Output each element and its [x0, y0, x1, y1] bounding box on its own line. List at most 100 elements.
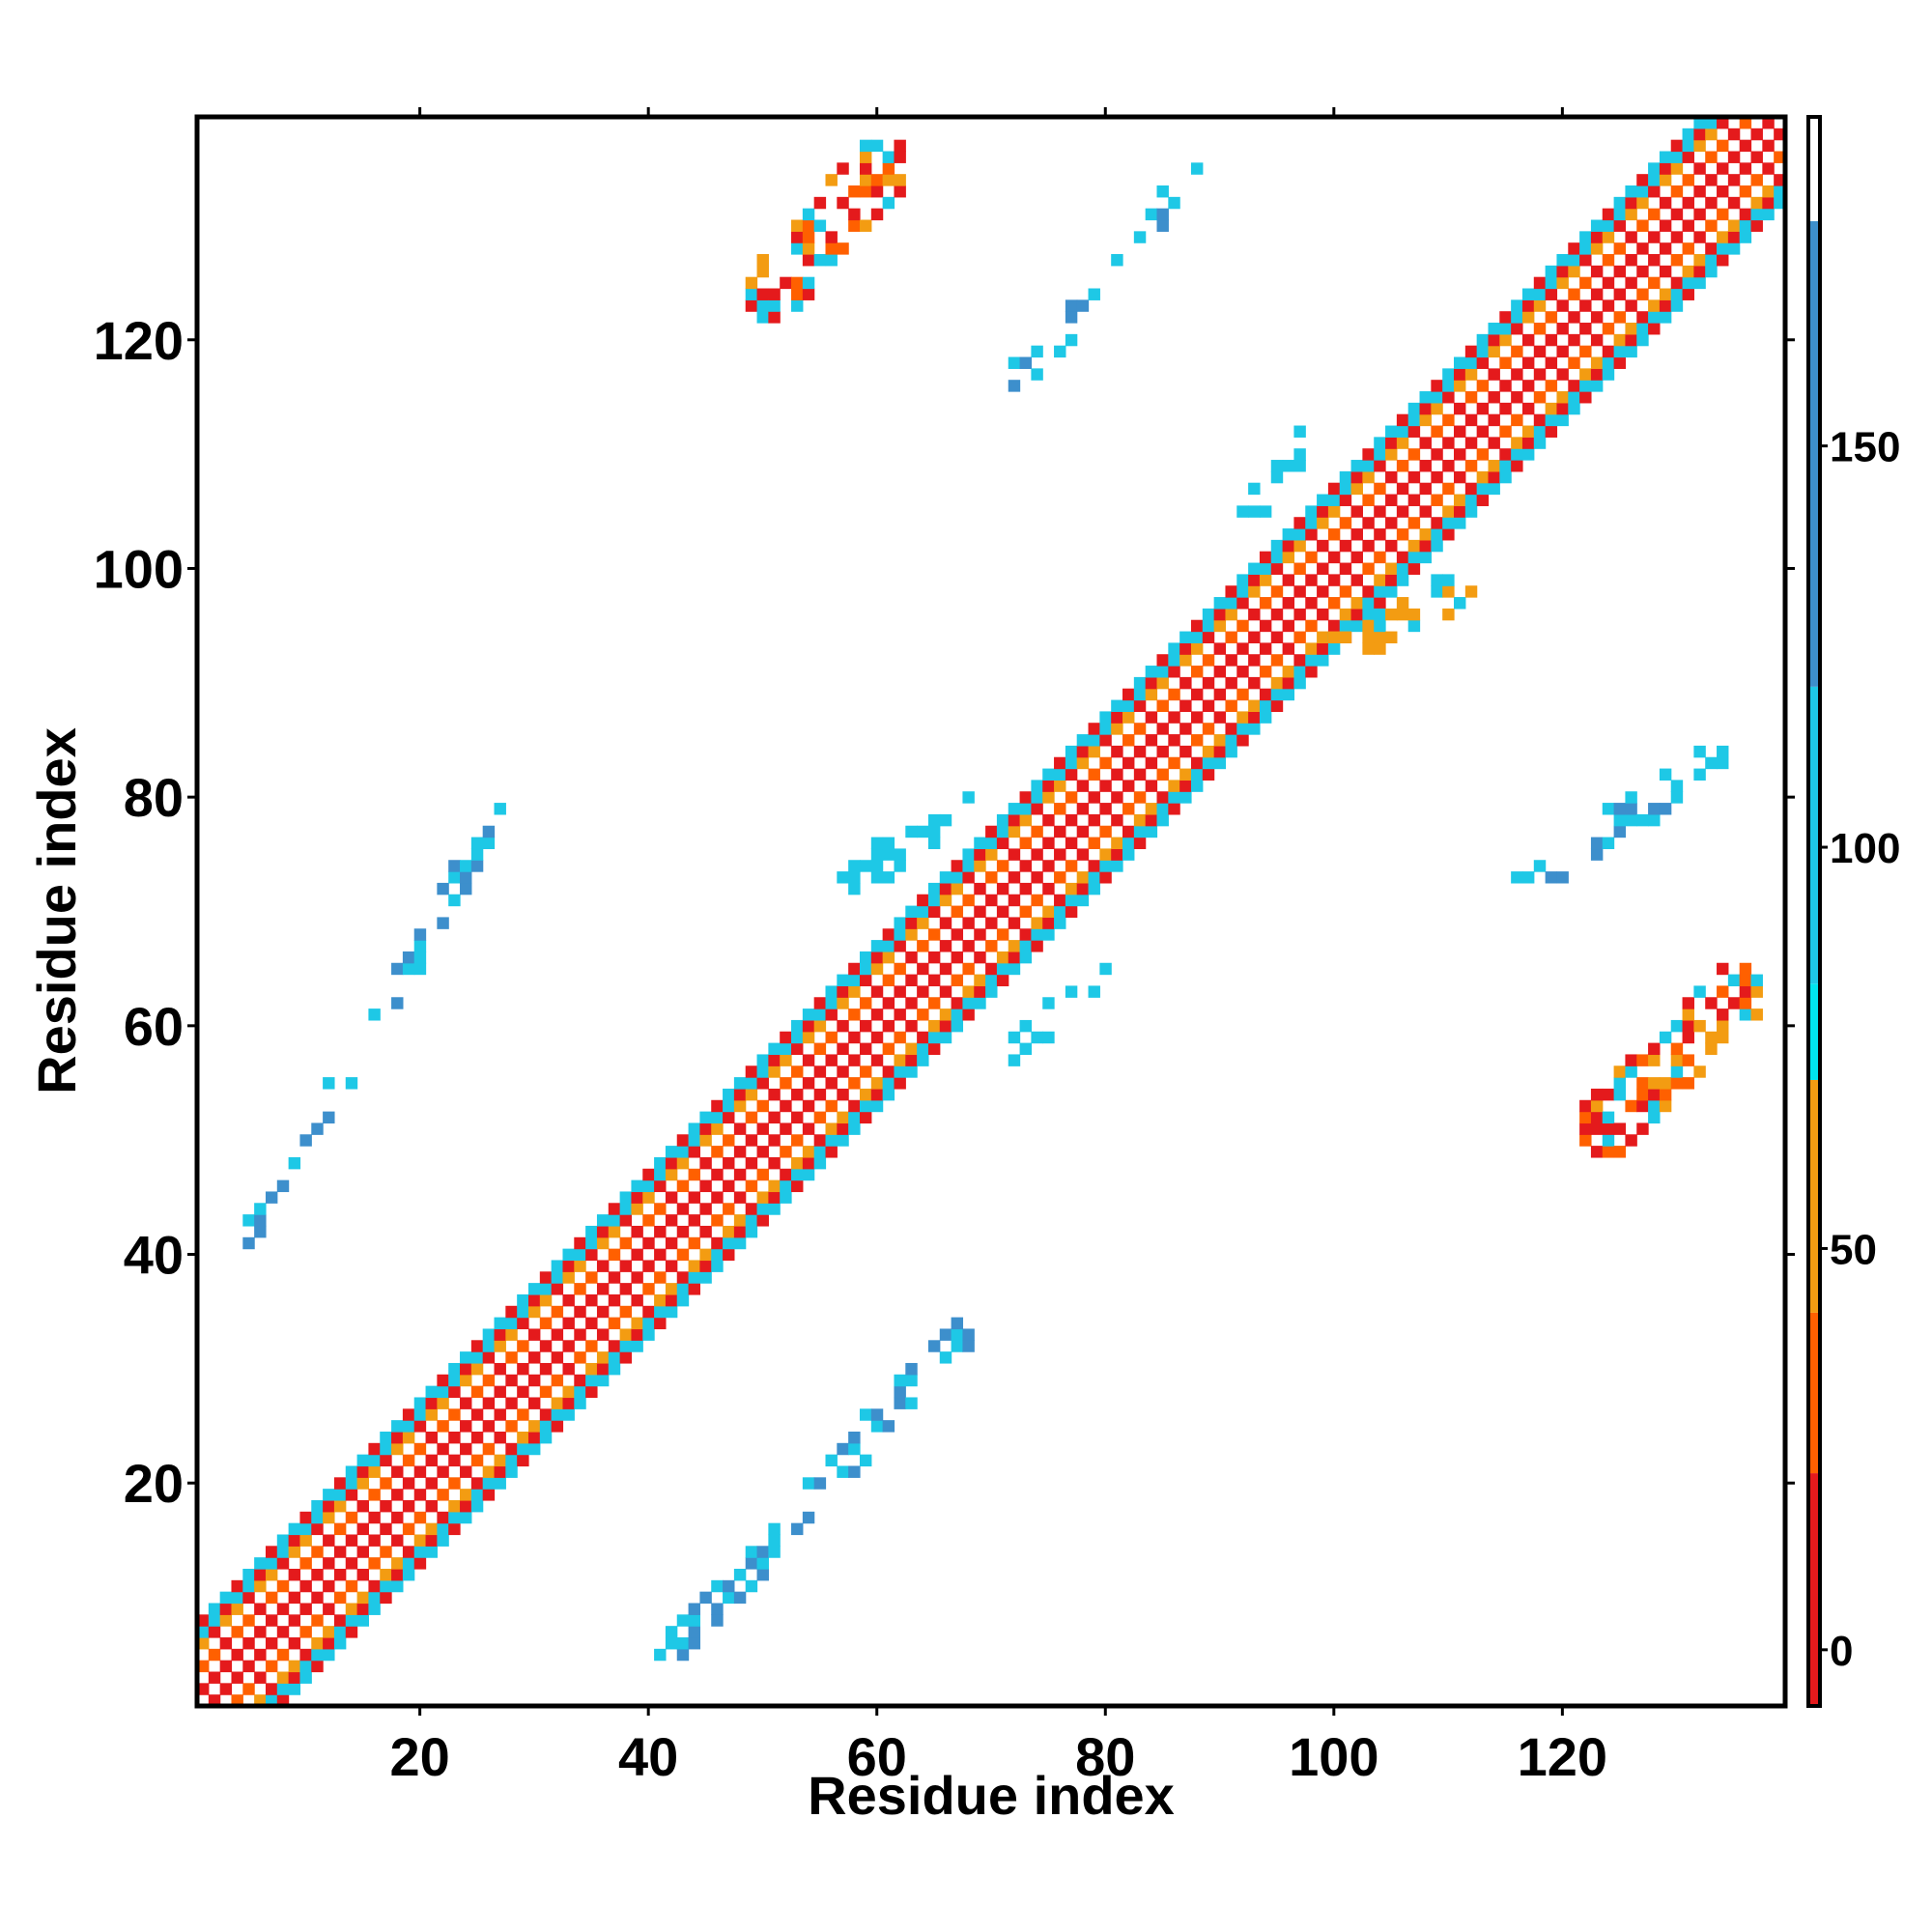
heatmap-cell [1122, 848, 1135, 861]
heatmap-cell [333, 1522, 347, 1536]
heatmap-cell [1648, 323, 1661, 335]
heatmap-cell [1168, 780, 1180, 792]
colorbar-band [1808, 686, 1820, 984]
contact-cell [962, 791, 975, 804]
heatmap-cell [1419, 460, 1432, 472]
colorbar-tick-label: 0 [1830, 1628, 1853, 1675]
heatmap-cell [1122, 699, 1135, 712]
heatmap-cell [985, 848, 998, 861]
heatmap-cell [517, 1442, 529, 1456]
heatmap-cell [1590, 368, 1604, 381]
heatmap-cell [1464, 482, 1478, 496]
contact-cell [1727, 974, 1741, 987]
contact-cell [837, 242, 849, 255]
heatmap-cell [791, 1156, 804, 1170]
heatmap-cell [1270, 562, 1284, 575]
heatmap-cell [1545, 402, 1558, 415]
contact-cell [848, 882, 861, 895]
heatmap-cell [1339, 494, 1352, 506]
heatmap-cell [1374, 551, 1386, 564]
heatmap-cell [345, 1626, 358, 1638]
heatmap-cell [1579, 276, 1592, 290]
heatmap-cell [1293, 676, 1306, 690]
heatmap-cell [699, 1225, 712, 1238]
heatmap-cell [619, 1305, 633, 1319]
contact-cell [1248, 482, 1261, 496]
heatmap-cell [813, 1019, 827, 1033]
heatmap-cell [1407, 551, 1421, 564]
heatmap-cell [1568, 288, 1580, 300]
heatmap-cell [448, 1385, 461, 1399]
heatmap-cell [1008, 871, 1021, 884]
contact-cell [791, 219, 804, 232]
heatmap-cell [1682, 288, 1694, 300]
heatmap-cell [756, 1065, 769, 1078]
heatmap-cell [1088, 768, 1100, 781]
heatmap-cell [1259, 666, 1272, 678]
heatmap-cell [676, 1271, 690, 1284]
heatmap-cell [1225, 608, 1237, 621]
heatmap-cell [437, 1465, 449, 1478]
heatmap-cell [1407, 448, 1421, 461]
heatmap-cell [1350, 574, 1363, 586]
heatmap-cell [1168, 711, 1180, 724]
heatmap-cell [1317, 642, 1329, 655]
heatmap-cell [1705, 265, 1718, 278]
heatmap-cell [745, 1134, 758, 1147]
heatmap-cell [448, 1511, 461, 1524]
heatmap-cell [723, 1179, 735, 1193]
heatmap-cell [527, 1305, 541, 1319]
heatmap-cell [288, 1568, 301, 1581]
heatmap-cell [1625, 276, 1637, 290]
contact-cell [1670, 1054, 1684, 1066]
heatmap-cell [460, 1362, 472, 1376]
heatmap-cell [859, 1065, 872, 1078]
heatmap-cell [1750, 151, 1763, 163]
heatmap-cell [562, 1385, 575, 1399]
heatmap-cell [1179, 768, 1192, 781]
heatmap-cell [551, 1305, 564, 1319]
contact-cell [1248, 505, 1261, 518]
heatmap-cell [837, 997, 849, 1009]
contact-cell [848, 1431, 861, 1444]
heatmap-cell [254, 1568, 267, 1581]
heatmap-cell [974, 882, 986, 895]
heatmap-cell [505, 1351, 518, 1364]
heatmap-cell [1636, 333, 1649, 347]
heatmap-cell [1648, 174, 1661, 186]
heatmap-cell [723, 1134, 735, 1147]
heatmap-cell [1602, 368, 1615, 381]
heatmap-cell [996, 928, 1009, 941]
heatmap-cell [951, 905, 964, 919]
heatmap-cell [837, 1042, 849, 1056]
heatmap-cell [1488, 437, 1500, 449]
heatmap-cell [1156, 745, 1169, 758]
contact-cell [768, 1546, 781, 1558]
heatmap-cell [1625, 208, 1637, 221]
contact-cell [1636, 813, 1649, 827]
heatmap-cell [219, 1660, 233, 1673]
heatmap-cell [1122, 837, 1135, 850]
heatmap-cell [1476, 494, 1490, 506]
heatmap-cell [1270, 654, 1284, 667]
heatmap-cell [505, 1420, 518, 1433]
contact-cell [1602, 1088, 1615, 1101]
heatmap-cell [323, 1579, 335, 1593]
heatmap-cell [1350, 460, 1363, 472]
heatmap-cell [1717, 254, 1729, 267]
heatmap-cell [539, 1431, 553, 1444]
heatmap-cell [985, 917, 998, 929]
heatmap-cell [1259, 619, 1272, 633]
heatmap-cell [1259, 551, 1272, 564]
heatmap-cell [231, 1591, 243, 1605]
heatmap-cell [1499, 470, 1512, 484]
heatmap-cell [1590, 311, 1604, 324]
heatmap-cell [665, 1283, 678, 1295]
heatmap-cell [1488, 482, 1500, 496]
heatmap-cell [1054, 803, 1066, 815]
heatmap-cell [1133, 791, 1147, 804]
heatmap-cell [460, 1442, 472, 1456]
heatmap-cell [470, 1499, 484, 1513]
heatmap-cell [1305, 517, 1318, 529]
